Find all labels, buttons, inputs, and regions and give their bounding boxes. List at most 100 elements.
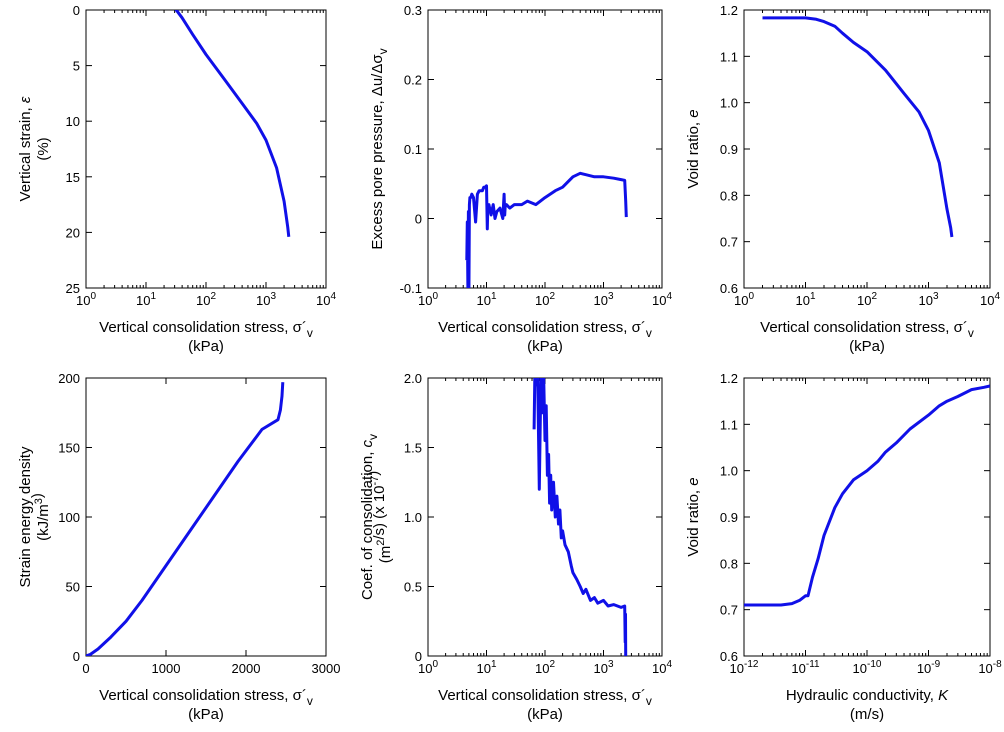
x-tick-label: 103 xyxy=(593,659,613,676)
data-series-line xyxy=(762,16,954,238)
x-axis-unit: (kPa) xyxy=(188,706,224,723)
y-tick-label: 1.1 xyxy=(720,417,738,432)
x-tick-label: 100 xyxy=(734,291,754,308)
y-axis-label: Coef. of consolidation, cv xyxy=(359,434,380,600)
y-tick-label: 0 xyxy=(73,649,80,664)
y-axis-unit: (kJ/m3) xyxy=(29,493,52,541)
x-tick-label: 102 xyxy=(535,659,555,676)
y-tick-label: 10 xyxy=(66,114,80,129)
x-tick-label: 10-12 xyxy=(730,659,759,676)
y-tick-label: 1.5 xyxy=(404,441,422,456)
x-axis-label: Vertical consolidation stress, σ´v xyxy=(438,319,652,340)
data-series-line xyxy=(744,384,990,607)
x-tick-label: 0 xyxy=(82,661,89,676)
y-tick-label: 0.1 xyxy=(404,142,422,157)
y-tick-label: 25 xyxy=(66,281,80,296)
x-axis-label: Vertical consolidation stress, σ´v xyxy=(99,319,313,340)
y-tick-label: 1.0 xyxy=(720,96,738,111)
y-tick-label: 100 xyxy=(58,510,80,525)
y-tick-label: 1.2 xyxy=(720,371,738,386)
y-tick-label: 0.8 xyxy=(720,556,738,571)
y-axis-label: Excess pore pressure, Δu/Δσv xyxy=(369,48,390,249)
y-tick-label: -0.1 xyxy=(400,281,422,296)
x-tick-label: 101 xyxy=(476,291,496,308)
chart-panel-3: 100 101 102 103 104 0.6 0.7 0.8 0.9 1.0 1.1 1.2 Vert… xyxy=(685,3,1000,355)
y-tick-label: 15 xyxy=(66,170,80,185)
x-tick-label: 100 xyxy=(418,659,438,676)
y-tick-label: 0.6 xyxy=(720,281,738,296)
y-tick-label: 0 xyxy=(415,649,422,664)
y-tick-label: 0.3 xyxy=(404,3,422,18)
x-tick-label: 101 xyxy=(136,291,156,308)
y-tick-label: 0.7 xyxy=(720,235,738,250)
y-tick-label: 150 xyxy=(58,441,80,456)
data-series-line xyxy=(86,382,285,656)
x-tick-label: 103 xyxy=(256,291,276,308)
x-axis-label: Vertical consolidation stress, σ´v xyxy=(438,687,652,708)
plot-frame xyxy=(85,377,327,657)
x-tick-label: 101 xyxy=(476,659,496,676)
data-series-line xyxy=(465,171,628,288)
y-axis-unit: (m2/s) (x 10-7) xyxy=(365,471,394,564)
chart-panel-1: 100 101 102 103 104 0 5 10 15 20 25 Vertical consol… xyxy=(17,3,336,355)
x-tick-label: 10-10 xyxy=(853,659,882,676)
x-axis-unit: (kPa) xyxy=(188,338,224,355)
y-tick-label: 0 xyxy=(73,3,80,18)
y-tick-label: 0.7 xyxy=(720,603,738,618)
x-tick-label: 104 xyxy=(316,291,336,308)
x-tick-label: 100 xyxy=(76,291,96,308)
y-tick-label: 5 xyxy=(73,59,80,74)
chart-panel-2: 100 101 102 103 104 -0.1 0 0.1 0.2 0.3 Vertical co… xyxy=(369,3,672,355)
data-series-line xyxy=(174,10,291,237)
y-tick-label: 0 xyxy=(415,212,422,227)
y-axis-unit: (%) xyxy=(35,137,52,160)
x-tick-label: 1000 xyxy=(152,661,181,676)
x-axis-label: Hydraulic conductivity, K xyxy=(786,687,949,704)
x-tick-label: 100 xyxy=(418,291,438,308)
x-tick-label: 104 xyxy=(652,659,672,676)
y-tick-label: 1.0 xyxy=(720,464,738,479)
chart-panel-4: 0 1000 2000 3000 0 50 100 150 200 Vertical consol… xyxy=(17,371,340,723)
x-tick-label: 104 xyxy=(652,291,672,308)
x-tick-label: 102 xyxy=(535,291,555,308)
x-tick-label: 3000 xyxy=(312,661,341,676)
y-tick-label: 0.2 xyxy=(404,73,422,88)
y-tick-label: 0.5 xyxy=(404,580,422,595)
data-series-line xyxy=(532,378,628,656)
y-tick-label: 0.8 xyxy=(720,188,738,203)
y-tick-label: 200 xyxy=(58,371,80,386)
y-tick-label: 20 xyxy=(66,225,80,240)
x-tick-label: 104 xyxy=(980,291,1000,308)
y-tick-label: 1.1 xyxy=(720,49,738,64)
y-tick-label: 0.6 xyxy=(720,649,738,664)
x-tick-label: 10-8 xyxy=(978,659,1002,676)
plot-frame xyxy=(743,377,991,657)
x-axis-unit: (kPa) xyxy=(527,706,563,723)
x-axis-unit: (kPa) xyxy=(849,338,885,355)
chart-panel-5: 100 101 102 103 104 0 0.5 1.0 1.5 2.0 Vertical con… xyxy=(359,371,672,723)
y-tick-label: 50 xyxy=(66,580,80,595)
x-tick-label: 101 xyxy=(795,291,815,308)
chart-panel-6: 10-12 10-11 10-10 10-9 10-8 0.6 0.7 0.8 0.9 1.0 1.… xyxy=(685,371,1002,723)
y-axis-label: Strain energy density xyxy=(17,446,34,587)
x-tick-label: 103 xyxy=(593,291,613,308)
x-tick-label: 102 xyxy=(857,291,877,308)
x-tick-label: 103 xyxy=(918,291,938,308)
x-axis-unit: (m/s) xyxy=(850,706,884,723)
y-tick-label: 1.0 xyxy=(404,510,422,525)
y-tick-label: 2.0 xyxy=(404,371,422,386)
x-tick-label: 2000 xyxy=(232,661,261,676)
y-tick-label: 0.9 xyxy=(720,142,738,157)
y-tick-label: 1.2 xyxy=(720,3,738,18)
x-axis-label: Vertical consolidation stress, σ´v xyxy=(99,687,313,708)
x-axis-unit: (kPa) xyxy=(527,338,563,355)
plot-frame xyxy=(85,9,327,289)
y-tick-label: 0.9 xyxy=(720,510,738,525)
plot-frame xyxy=(427,9,663,289)
x-axis-label: Vertical consolidation stress, σ´v xyxy=(760,319,974,340)
x-tick-label: 10-9 xyxy=(917,659,941,676)
x-tick-label: 10-11 xyxy=(791,659,820,676)
y-axis-label: Void ratio, e xyxy=(685,477,702,556)
x-tick-label: 102 xyxy=(196,291,216,308)
